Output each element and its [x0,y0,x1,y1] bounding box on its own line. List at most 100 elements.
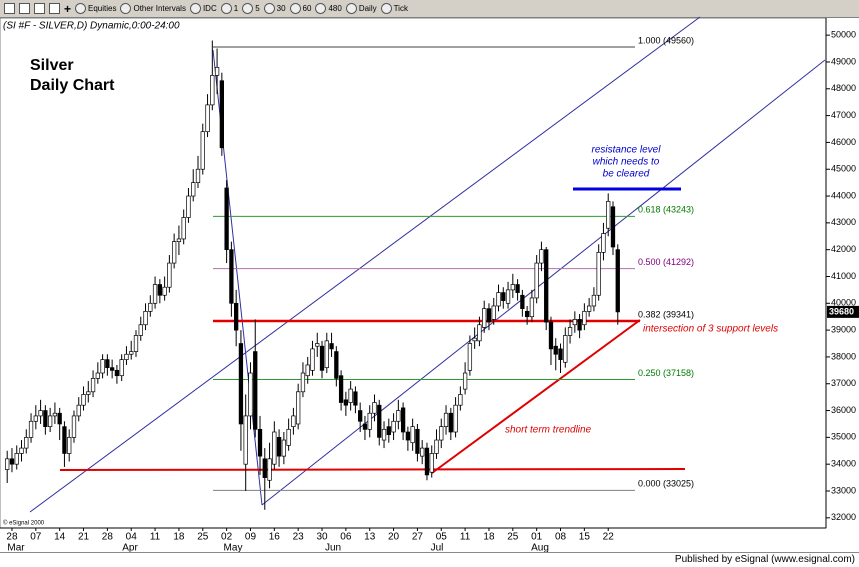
candle-body [482,308,487,328]
support-line [59,468,686,471]
channel-line [29,16,701,513]
icon [4,3,15,14]
icon [263,3,275,14]
candle-body [291,415,296,427]
candle-body [243,415,248,465]
month-label: Mar [7,543,25,552]
candle-body [286,428,291,446]
candle-body [501,292,506,301]
candle-body [477,324,482,342]
candle-body [405,431,411,441]
toolbar-item[interactable]: 1 [220,3,239,14]
candle-body [105,359,110,369]
candle-body [486,308,492,323]
toolbar-label: IDC [202,4,217,13]
icon [49,3,60,14]
x-tick-label: 07 [30,532,42,543]
fib-label: 0.500 (41292) [638,257,694,267]
toolbar-label: 30 [276,4,286,13]
icon [220,3,232,14]
candle-body [353,391,358,406]
candle-body [338,375,344,403]
fib-label: 0.382 (39341) [638,309,694,319]
candle-body [162,286,167,296]
candle-body [563,335,568,363]
candle-body [267,458,272,481]
candle-body [47,415,53,427]
candle-body [577,319,582,331]
x-tick-label: 30 [316,532,328,543]
candle-body [234,302,239,331]
candle-body [210,75,215,106]
icon [120,3,132,14]
annotation: resistance level [592,145,662,156]
x-tick-label: 20 [388,532,400,543]
icon [19,3,30,14]
y-tick-label: 48000 [831,83,856,93]
y-tick-label: 39000 [831,324,856,334]
candle-body [5,458,10,470]
candle-body [567,327,573,336]
icon [380,3,392,14]
candle-body [95,372,100,379]
candle-body [377,404,382,438]
y-tick-label: 36000 [831,405,856,415]
candle-body [19,447,24,454]
annotation: which needs to [593,157,660,168]
candle-body [214,66,220,76]
candle-body [524,310,530,318]
icon [289,3,301,14]
annotation: intersection of 3 support levels [643,324,778,335]
candle-body [615,249,620,313]
y-tick-label: 32000 [831,512,856,522]
copyright: © eSignal 2000 [3,520,45,527]
candle-body [448,412,453,433]
toolbar-item[interactable]: Other Intervals [120,3,186,14]
toolbar-item[interactable]: 480 [315,3,342,14]
candle-body [133,335,139,352]
toolbar-item[interactable]: 5 [242,3,260,14]
candle-body [114,369,120,377]
footer: Published by eSignal (www.esignal.com) [0,552,859,567]
candle-body [67,437,72,454]
candle-body [148,302,153,312]
chart: (SI #F - SILVER,D) Dynamic,0:00-24:00 Si… [0,16,859,552]
toolbar-label: 60 [302,4,312,13]
last-price-label: 39680 [829,306,854,316]
toolbar-item[interactable]: Daily [345,3,377,14]
candle-body [224,187,229,251]
candle-body [367,412,372,430]
candle-body [324,340,329,369]
candle-body [296,391,301,425]
toolbar-item[interactable]: Equities [75,3,116,14]
toolbar-item[interactable]: 30 [263,3,286,14]
x-tick-label: 28 [6,532,18,543]
candle-body [24,437,29,449]
x-tick-label: 11 [460,532,471,543]
candle-body [381,428,387,441]
toolbar-item[interactable]: 60 [289,3,312,14]
chart-title: (SI #F - SILVER,D) Dynamic,0:00-24:00 [3,21,180,32]
candle-body [439,426,444,441]
candle-body [143,310,148,326]
candle-body [329,343,334,350]
candle-body [505,289,511,304]
x-tick-label: 27 [412,532,424,543]
x-tick-label: 08 [555,532,567,543]
candle-body [276,437,282,457]
fib-label: 0.250 (37158) [638,368,694,378]
toolbar-item[interactable]: IDC [189,3,217,14]
toolbar-item[interactable]: Tick [380,3,408,14]
candle-body [33,415,38,422]
candle-body [152,284,158,304]
x-tick-label: 13 [364,532,376,543]
x-tick-label: 14 [54,532,66,543]
candle-body [362,423,368,430]
toolbar-label: 1 [233,4,239,13]
candle-body [257,428,263,457]
candle-body [191,182,196,197]
y-tick-label: 33000 [831,485,856,495]
candle-body [582,310,587,326]
annotation: be cleared [603,169,650,180]
